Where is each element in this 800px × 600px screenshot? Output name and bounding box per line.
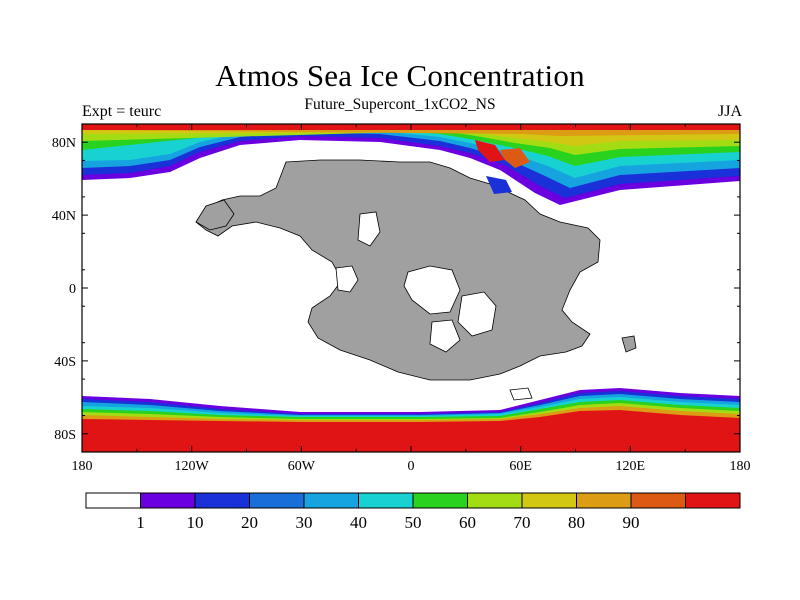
colorbar-swatch: [467, 492, 523, 509]
arctic-coast-ice-patch: [486, 176, 512, 194]
colorbar-swatch: [303, 492, 359, 509]
lon-tick-label: 120W: [175, 459, 210, 474]
inland-sea-north: [357, 211, 381, 247]
inland-sea-south: [429, 319, 461, 353]
colorbar-label: 60: [459, 513, 476, 532]
colorbar-label: 10: [187, 513, 204, 532]
arctic-ice-red-patch: [475, 140, 505, 162]
colorbar-label: 90: [623, 513, 640, 532]
southeast-island: [621, 335, 637, 353]
lat-tick-label: 40N: [52, 209, 76, 224]
inland-sea-central: [403, 265, 461, 315]
colorbar-swatch: [194, 492, 250, 509]
colorbar-label: 1: [136, 513, 145, 532]
colorbar-swatch: [576, 492, 632, 509]
south-coast-island: [509, 387, 533, 401]
colorbar-swatch: [521, 492, 577, 509]
lon-tick-label: 120E: [616, 459, 646, 474]
longitude-axis: 180 120W 60W 0 60E 120E 180: [72, 124, 751, 474]
inland-sea-west: [335, 265, 359, 293]
antarctic-ice-core: [82, 410, 740, 452]
lon-tick-label: 60W: [288, 459, 316, 474]
lat-tick-label: 0: [69, 282, 76, 297]
supercontinent-land: [195, 159, 637, 401]
lon-tick-label: 60E: [509, 459, 532, 474]
colorbar-label: 70: [514, 513, 531, 532]
colorbar-label: 20: [241, 513, 258, 532]
lon-tick-label: 0: [408, 459, 415, 474]
lat-tick-label: 80S: [54, 428, 76, 443]
experiment-label: Expt = teurc: [82, 103, 162, 120]
colorbar-label: 50: [405, 513, 422, 532]
colorbar-swatch: [685, 492, 741, 509]
colorbar-label: 40: [350, 513, 367, 532]
inland-sea-east: [457, 291, 497, 337]
western-peninsula: [195, 199, 235, 231]
lon-tick-label: 180: [72, 459, 93, 474]
latitude-axis: 80N 40N 0 40S 80S: [52, 123, 740, 453]
lat-tick-label: 40S: [54, 355, 76, 370]
colorbar-swatch: [85, 492, 141, 509]
colorbar-swatch: [630, 492, 686, 509]
colorbar-swatch: [140, 492, 196, 509]
map-title: Atmos Sea Ice Concentration: [215, 58, 585, 93]
colorbar: 1 10 20 30 40 50 60 70 80 90: [85, 492, 741, 532]
colorbar-label: 30: [296, 513, 313, 532]
map-field: [82, 124, 740, 452]
antarctic-sea-ice: [82, 388, 740, 452]
arctic-ice-orange-patch: [500, 148, 530, 168]
colorbar-swatch: [249, 492, 305, 509]
lon-tick-label: 180: [730, 459, 751, 474]
season-label: JJA: [717, 103, 742, 120]
map-subtitle: Future_Supercont_1xCO2_NS: [304, 96, 496, 113]
lat-tick-label: 80N: [52, 136, 76, 151]
colorbar-label: 80: [568, 513, 585, 532]
colorbar-swatch: [412, 492, 468, 509]
main-landmass: [195, 159, 601, 381]
colorbar-swatch: [358, 492, 414, 509]
